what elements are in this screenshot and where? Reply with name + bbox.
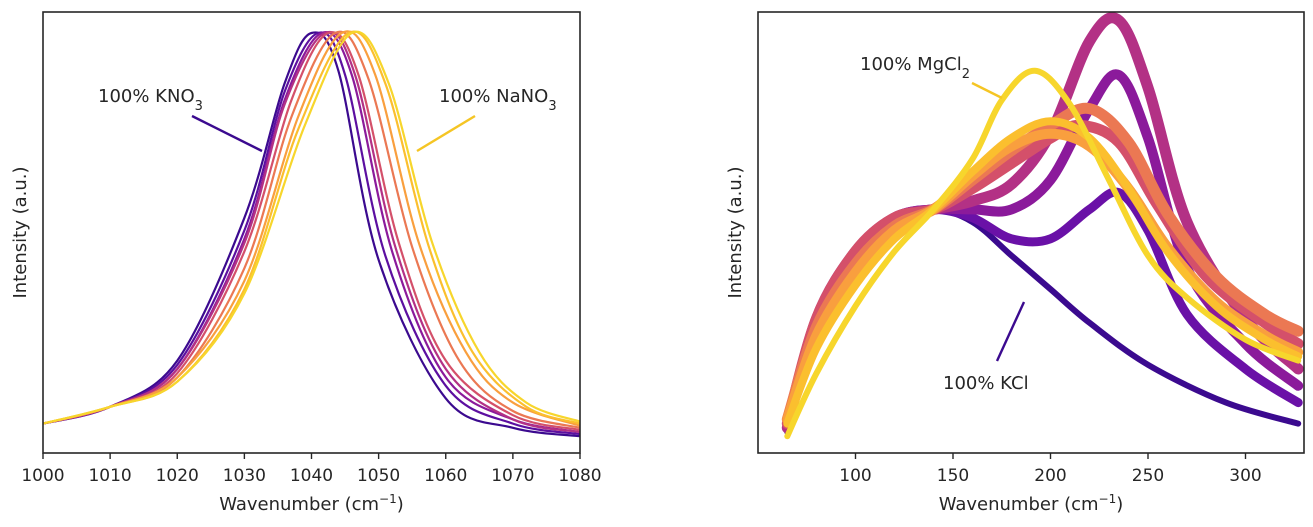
x-tick-label: 1080 — [558, 466, 601, 486]
series-line-9 — [43, 30, 580, 425]
series-line-9 — [784, 67, 1302, 440]
annotation-pointer — [971, 81, 1003, 100]
series-group — [781, 12, 1304, 440]
left-chart-panel: 1000 1010 1020 1030 1040 1050 1060 1070 1080 Wave… — [10, 11, 602, 515]
annotation-label: 100% KCl — [943, 373, 1029, 394]
y-axis-label: Intensity (a.u.) — [725, 167, 746, 299]
x-tick-label: 1050 — [357, 466, 400, 486]
series-line-1 — [43, 31, 580, 438]
annotation-label: 100% MgCl2 — [860, 54, 970, 82]
series-line-4 — [43, 30, 580, 434]
x-tick-label: 1000 — [21, 466, 64, 486]
annotation-label: 100% NaNO3 — [439, 86, 557, 114]
right-chart-panel: 100 150 200 250 300 Wavenumber (cm−1) Intensit… — [725, 11, 1305, 515]
plot-frame — [757, 11, 1305, 454]
series-line-5 — [781, 119, 1304, 430]
x-tick-label: 250 — [1132, 466, 1164, 486]
series-line-7 — [43, 30, 580, 427]
series-line-5 — [43, 31, 580, 431]
annotation-label: 100% KNO3 — [98, 86, 203, 114]
annotation-pointer — [191, 114, 263, 153]
x-tick-label: 1030 — [223, 466, 266, 486]
series-group — [43, 30, 580, 438]
x-axis-label: Wavenumber (cm−1) — [939, 492, 1124, 515]
annotation-pointer — [995, 301, 1026, 362]
x-tick-label: 200 — [1034, 466, 1066, 486]
series-line-4 — [781, 12, 1304, 434]
series-line-2 — [43, 31, 580, 436]
x-tick-label: 1060 — [424, 466, 467, 486]
annotation-pointer — [416, 114, 476, 153]
x-tick-label: 150 — [937, 466, 969, 486]
x-tick-label: 300 — [1229, 466, 1261, 486]
x-tick-label: 100 — [839, 466, 871, 486]
x-axis-label: Wavenumber (cm−1) — [219, 492, 404, 515]
x-tick-label: 1040 — [290, 466, 333, 486]
x-tick-label: 1070 — [491, 466, 534, 486]
series-line-8 — [783, 117, 1303, 428]
x-tick-label: 1010 — [88, 466, 131, 486]
x-tick-label: 1020 — [156, 466, 199, 486]
y-axis-label: Intensity (a.u.) — [10, 167, 31, 299]
